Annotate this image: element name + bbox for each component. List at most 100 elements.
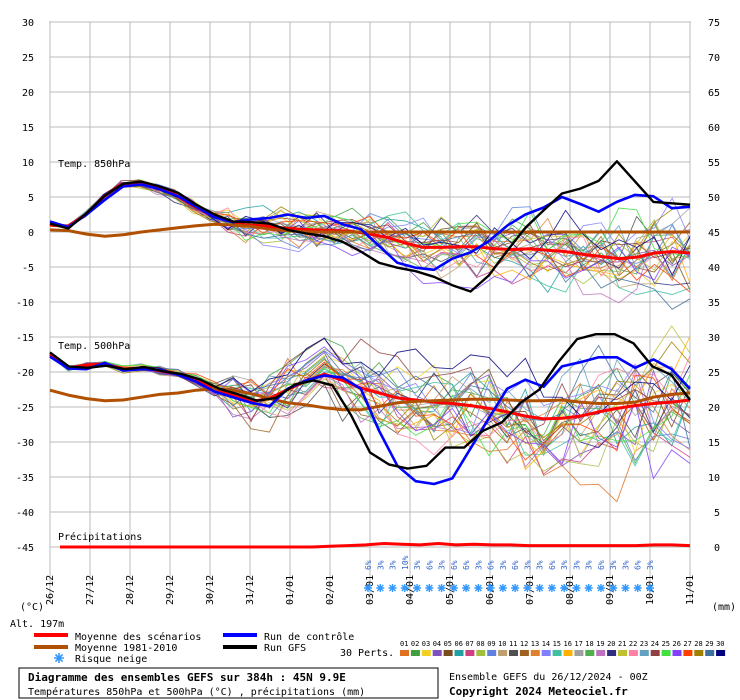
y2-tick-label: 20 (708, 403, 720, 414)
member-swatch (585, 650, 595, 656)
x-tick-label: 07/01 (525, 575, 536, 605)
snow-risk-pct: 3% (413, 560, 422, 570)
snow-risk-pct: 6% (364, 560, 373, 570)
snow-risk-pct: 3% (572, 560, 581, 570)
snowflake-icon (535, 584, 544, 592)
legend-label-gfs: Run GFS (264, 643, 306, 654)
member-label: 13 (531, 640, 539, 648)
member-label: 24 (651, 640, 659, 648)
member-label: 14 (542, 640, 550, 648)
snow-risk-cell: 3% (413, 560, 422, 592)
snow-risk-pct: 3% (523, 560, 532, 570)
snow-risk-cell: 6% (449, 560, 459, 592)
member-swatch (716, 650, 726, 656)
member-swatch (519, 650, 529, 656)
title-box (18, 667, 439, 699)
member-label: 30 (716, 640, 724, 648)
member-swatch (400, 650, 409, 656)
snow-risk-pct: 3% (536, 560, 545, 570)
legend-label-mean: Moyenne des scénarios (75, 631, 201, 643)
snow-risk-pct: 6% (548, 560, 557, 570)
y2-tick-label: 30 (708, 333, 720, 344)
x-tick-label: 08/01 (565, 575, 576, 605)
y2-tick-label: 15 (708, 438, 720, 449)
plot-grid (49, 21, 691, 602)
snowflake-icon (54, 653, 64, 663)
y2-tick-label: 5 (714, 508, 720, 519)
snow-risk-pct: 3% (560, 560, 569, 570)
member-swatch (443, 650, 453, 656)
snowflake-icon (547, 584, 556, 592)
member-swatch (552, 650, 562, 656)
member-label: 23 (640, 640, 648, 648)
x-tick-label: 11/01 (685, 575, 696, 605)
member-label: 20 (607, 640, 615, 648)
member-label: 01 (400, 640, 408, 648)
copyright: Copyright 2024 Meteociel.fr (449, 685, 628, 698)
altitude-label: Alt. 197m (10, 619, 64, 630)
member-swatch (465, 650, 475, 656)
member-line-10 (49, 354, 691, 455)
member-label: 17 (574, 640, 582, 648)
member-swatch (498, 650, 508, 656)
y-tick-label: 30 (22, 18, 34, 29)
snow-risk-cell: 3% (572, 560, 581, 592)
member-swatch (650, 650, 660, 656)
member-label: 28 (694, 640, 702, 648)
snow-risk-cell: 3% (376, 560, 385, 592)
y2-tick-label: 45 (708, 228, 720, 239)
snowflake-icon (621, 584, 630, 592)
member-label: 08 (476, 640, 484, 648)
snow-risk-cell: 3% (609, 560, 618, 592)
snow-risk-cell: 3% (437, 560, 447, 592)
snow-risk-pct: 3% (621, 560, 630, 570)
y-tick-label: 20 (22, 88, 34, 99)
member-label: 09 (487, 640, 495, 648)
snow-risk-cell: 6% (633, 560, 643, 592)
y-tick-label: -20 (16, 368, 34, 379)
member-line-26 (49, 181, 691, 290)
gfs-t500-line (49, 333, 691, 470)
snowflake-icon (584, 584, 593, 592)
member-line-25 (49, 355, 691, 457)
member-label: 19 (596, 640, 604, 648)
y2-tick-label: 75 (708, 18, 720, 29)
member-swatch (672, 650, 682, 656)
snow-risk-pct: 6% (634, 560, 643, 570)
x-tick-label: 28/12 (125, 575, 136, 605)
member-swatch (618, 650, 627, 656)
gfs-t850-line (49, 160, 691, 293)
member-swatch (432, 650, 442, 656)
member-label: 03 (422, 640, 430, 648)
y2-tick-label: 55 (708, 158, 720, 169)
member-label: 15 (553, 640, 561, 648)
snow-risk-cell: 3% (523, 560, 532, 592)
snow-risk-cell: 3% (535, 560, 545, 592)
member-swatch (541, 650, 551, 656)
snowflake-icon (646, 584, 654, 592)
y-tick-label: 5 (28, 193, 34, 204)
y2-tick-label: 60 (708, 123, 720, 134)
member-label: 26 (673, 640, 681, 648)
snow-risk-pct: 3% (438, 560, 447, 570)
y2-tick-label: 65 (708, 88, 720, 99)
y-tick-label: -45 (16, 543, 34, 554)
snow-risk-cell: 3% (621, 560, 630, 592)
snow-risk-cell: 3% (646, 560, 655, 592)
member-color-legend: 01 02 03 04 05 06 07 08 09 10 11 12 13 14 15 16 17 18 19 20… (400, 640, 726, 656)
snow-risk-cell: 6% (462, 560, 471, 592)
snowflake-icon (388, 584, 397, 592)
legend-label-clim: Moyenne 1981-2010 (75, 643, 177, 654)
legend-label-control: Run de contrôle (264, 631, 354, 643)
y-tick-label: -10 (16, 298, 34, 309)
member-swatch (596, 650, 606, 656)
x-tick-label: 05/01 (445, 575, 456, 605)
y2-tick-label: 40 (708, 263, 720, 274)
member-swatch (454, 650, 464, 656)
chart-title: Diagramme des ensembles GEFS sur 384h : … (28, 671, 346, 684)
chart-subtitle: Températures 850hPa et 500hPa (°C) , pré… (28, 686, 365, 698)
member-line-19 (49, 183, 691, 304)
member-swatch (694, 650, 704, 656)
y-tick-label: -25 (16, 403, 34, 414)
member-swatch (661, 650, 671, 656)
